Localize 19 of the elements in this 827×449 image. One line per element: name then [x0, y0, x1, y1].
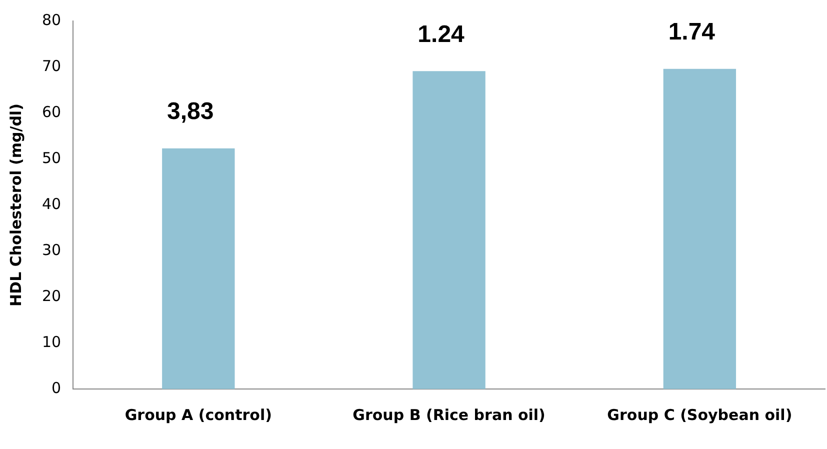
x-tick-label: Group A (control): [124, 406, 272, 424]
y-tick-label: 60: [42, 102, 62, 121]
x-tick-label: Group B (Rice bran oil): [352, 406, 546, 424]
y-tick-label: 70: [42, 56, 62, 75]
y-tick-label: 80: [42, 10, 62, 29]
annotation: 1.24: [418, 20, 466, 48]
y-tick-label: 30: [42, 240, 62, 259]
x-tick-label: Group C (Soybean oil): [607, 406, 792, 424]
bar: [162, 148, 235, 389]
y-tick-label: 0: [52, 378, 62, 397]
bar: [663, 68, 736, 389]
y-axis-title: HDL Cholesterol (mg/dl): [6, 104, 25, 306]
y-tick-label: 50: [42, 148, 62, 167]
y-tick-label: 40: [42, 194, 62, 213]
y-tick-label: 10: [42, 332, 62, 351]
annotation: 3,83: [167, 98, 214, 126]
y-tick-label: 20: [42, 286, 62, 305]
annotation: 1.74: [668, 18, 716, 46]
bar: [412, 71, 486, 389]
